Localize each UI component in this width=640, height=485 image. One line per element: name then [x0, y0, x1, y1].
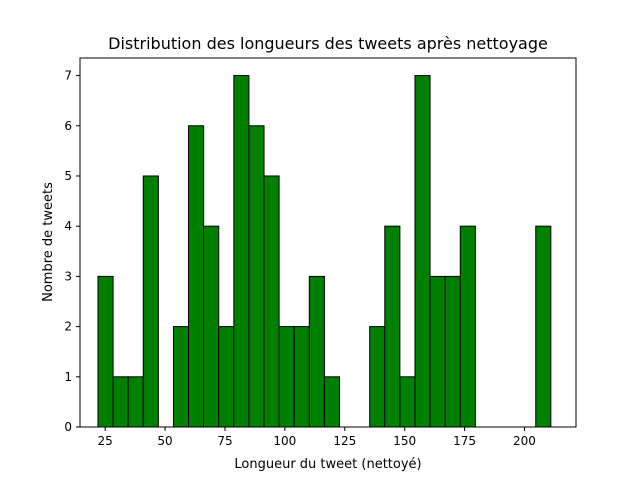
- histogram-bar: [308, 275, 325, 428]
- x-tick-label: 50: [157, 434, 172, 448]
- histogram-bar: [203, 225, 220, 428]
- y-tick-label: 1: [64, 370, 72, 384]
- chart-title: Distribution des longueurs des tweets ap…: [108, 34, 548, 53]
- bars-layer: [97, 75, 552, 428]
- histogram-bar: [248, 125, 265, 428]
- x-tick-label: 150: [393, 434, 416, 448]
- histogram-bar: [188, 125, 205, 428]
- histogram-bar: [384, 225, 401, 428]
- x-tick-label: 25: [98, 434, 113, 448]
- x-tick-label: 125: [333, 434, 356, 448]
- histogram-bar: [112, 376, 129, 428]
- histogram-bar: [263, 175, 280, 428]
- histogram-bar: [535, 225, 552, 428]
- histogram-bar: [369, 326, 386, 428]
- histogram-bar: [444, 275, 461, 428]
- histogram-bar: [172, 326, 190, 428]
- histogram-bar: [293, 326, 310, 428]
- x-tick-label: 75: [217, 434, 232, 448]
- y-tick-label: 3: [64, 269, 72, 283]
- y-tick-label: 7: [64, 69, 72, 83]
- x-tick-label: 175: [453, 434, 476, 448]
- plot-area-frame: [79, 57, 577, 428]
- y-tick-label: 2: [64, 320, 72, 334]
- histogram-bar: [233, 75, 250, 428]
- histogram-bar: [218, 326, 235, 428]
- y-tick-label: 0: [64, 420, 72, 434]
- histogram-bar: [97, 275, 114, 428]
- y-axis-ticks: 0 1 2 3 4 5 6 7: [64, 69, 80, 434]
- y-axis-label: Nombre de tweets: [41, 182, 56, 302]
- histogram-bar: [323, 376, 341, 428]
- y-tick-label: 4: [64, 219, 72, 233]
- x-axis-ticks: 25 50 75 100 125 150 175 200: [98, 427, 536, 448]
- histogram-bar: [399, 376, 416, 428]
- histogram-bar: [278, 326, 295, 428]
- histogram-bar: [459, 225, 476, 428]
- histogram-bar: [429, 275, 446, 428]
- x-axis-label: Longueur du tweet (nettoyé): [234, 457, 421, 472]
- x-tick-label: 100: [273, 434, 296, 448]
- y-tick-label: 5: [64, 169, 72, 183]
- x-tick-label: 200: [513, 434, 536, 448]
- y-tick-label: 6: [64, 119, 72, 133]
- histogram-bar: [127, 376, 144, 428]
- histogram-bar: [414, 75, 431, 428]
- histogram-bar: [142, 175, 159, 428]
